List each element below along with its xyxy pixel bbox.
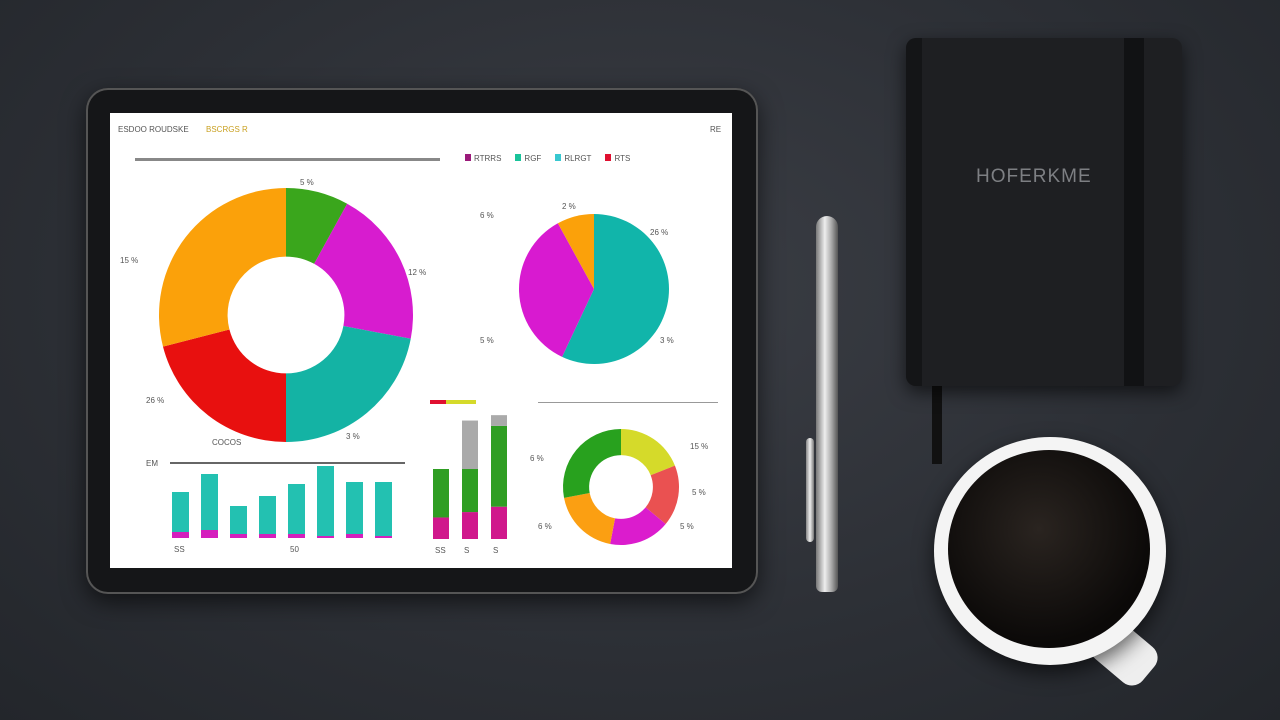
dashboard-title: ESDOO ROUDSKE <box>118 125 189 134</box>
chart-label: 5 % <box>300 178 314 187</box>
pie-slice <box>519 223 594 357</box>
bar-segment <box>230 506 247 534</box>
donut-small-rule <box>538 402 718 403</box>
chart-label: 5 % <box>680 522 694 531</box>
pie-slice <box>286 188 348 264</box>
bar-segment <box>346 534 363 538</box>
bar-segment <box>375 482 392 536</box>
chart-label: 12 % <box>408 268 426 277</box>
pie-slice <box>621 429 675 476</box>
pie-slice <box>314 203 414 339</box>
chart-label: COCOS <box>212 438 241 447</box>
chart-label: SS <box>174 545 185 554</box>
chart-label: 26 % <box>146 396 164 405</box>
pen-clip <box>806 438 814 542</box>
legend-label: RTS <box>614 154 631 163</box>
chart-label: 6 % <box>538 522 552 531</box>
legend-swatch <box>515 154 522 161</box>
legend-item: RTRRS <box>465 154 501 163</box>
chart-label: 26 % <box>650 228 668 237</box>
legend-swatch <box>465 154 471 161</box>
bar-top-marker <box>446 400 476 404</box>
notebook-ribbon <box>932 386 942 464</box>
legend-label: RTRRS <box>474 154 502 163</box>
bar-segment <box>201 474 218 530</box>
chart-label: SS <box>435 546 446 555</box>
notebook-spine <box>906 38 922 386</box>
bar-segment <box>230 534 247 538</box>
bar-segment <box>259 496 276 534</box>
bar-segment <box>375 536 392 538</box>
bar-segment <box>317 466 334 536</box>
pie-slice <box>610 507 666 545</box>
pen <box>816 216 838 592</box>
coffee <box>948 450 1150 648</box>
bar-segment <box>491 425 507 507</box>
legend-swatch <box>605 154 612 161</box>
bar-chart-title: EM <box>146 459 158 468</box>
bar-chart-rule <box>170 462 405 464</box>
chart-label: 5 % <box>480 336 494 345</box>
legend: RTRRS RGF RLRGT RTS <box>465 154 630 163</box>
bar-top-marker <box>430 400 446 404</box>
bar-segment <box>201 530 218 538</box>
legend-swatch <box>555 154 562 161</box>
pie-slice <box>159 188 286 347</box>
pie-slice <box>645 465 679 524</box>
pie-slice <box>557 214 594 289</box>
bar-segment <box>172 532 189 538</box>
legend-item: RTS <box>605 154 630 163</box>
bar-segment <box>462 512 478 539</box>
bar-segment <box>462 469 478 513</box>
bar-segment <box>491 506 507 539</box>
legend-item: RGF <box>515 154 541 163</box>
chart-label: 50 <box>290 545 299 554</box>
legend-item: RLRGT <box>555 154 591 163</box>
notebook-title: HOFERKME <box>976 166 1092 187</box>
bar-segment <box>433 469 449 518</box>
bar-segment <box>317 536 334 538</box>
header-rule <box>135 158 440 161</box>
charts-canvas: 5 % 12 % 3 % 26 % 15 % COCOS 2 % 26 % 3 % 5 % 6 % 1… <box>120 178 708 555</box>
bar-segment <box>172 492 189 532</box>
pie-slice <box>564 492 616 544</box>
bar-segment <box>462 420 478 469</box>
bar-segment <box>433 517 449 539</box>
legend-label: RGF <box>524 154 542 163</box>
pie-slice <box>286 325 411 442</box>
legend-label: RLRGT <box>564 154 592 163</box>
chart-label: 15 % <box>690 442 708 451</box>
chart-label: 6 % <box>530 454 544 463</box>
pie-slice <box>562 214 669 364</box>
tablet-screen: ESDOO ROUDSKE BSCRGS R RE RTRRS RGF RLRGT R… <box>110 113 732 568</box>
dashboard-title-accent: BSCRGS R <box>206 125 248 134</box>
chart-label: 5 % <box>692 488 706 497</box>
chart-label: 15 % <box>120 256 138 265</box>
top-right-label: RE <box>710 125 722 134</box>
bar-segment <box>346 482 363 534</box>
bar-segment <box>288 534 305 538</box>
chart-label: 3 % <box>346 432 360 441</box>
pie-slice <box>563 429 621 498</box>
pie-slice <box>162 329 286 442</box>
chart-label: 6 % <box>480 211 494 220</box>
bar-segment <box>259 534 276 538</box>
chart-label: S <box>464 546 469 555</box>
chart-label: 2 % <box>562 202 576 211</box>
chart-label: 3 % <box>660 336 674 345</box>
bar-segment <box>288 484 305 534</box>
bar-segment <box>491 415 507 426</box>
notebook-elastic-band <box>1124 38 1144 386</box>
chart-label: S <box>493 546 498 555</box>
